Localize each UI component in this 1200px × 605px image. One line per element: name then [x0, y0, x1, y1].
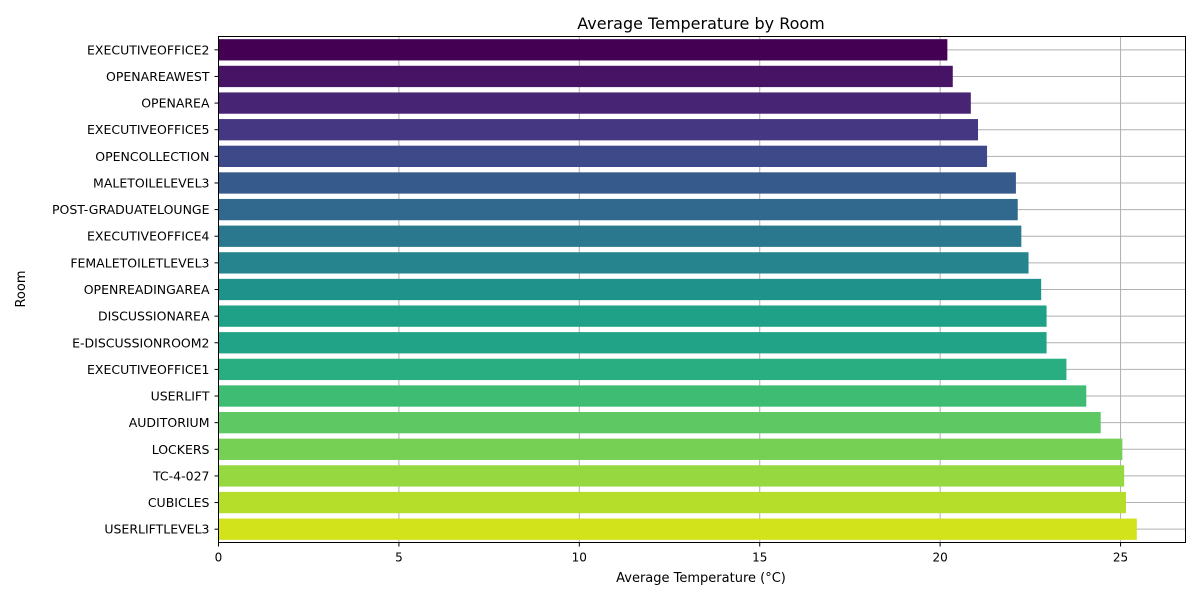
- x-tick-label: 15: [752, 551, 767, 565]
- x-tick-label: 5: [395, 551, 403, 565]
- y-tick-label: EXECUTIVEOFFICE4: [87, 229, 210, 244]
- y-tick-label: AUDITORIUM: [129, 415, 210, 430]
- chart-title: Average Temperature by Room: [577, 14, 825, 33]
- y-tick-label: EXECUTIVEOFFICE1: [87, 362, 210, 377]
- y-tick-label: USERLIFT: [151, 389, 210, 404]
- y-tick-label: MALETOILELEVEL3: [93, 175, 209, 190]
- y-tick-label: CUBICLES: [148, 495, 210, 510]
- y-tick-label: E-DISCUSSIONROOM2: [72, 335, 209, 350]
- bar: [218, 305, 1047, 327]
- bar: [218, 39, 948, 61]
- y-tick-label: OPENREADINGAREA: [84, 282, 210, 297]
- bars: [218, 39, 1137, 540]
- y-tick-labels: EXECUTIVEOFFICE2 OPENAREAWEST OPENAREA EXEC…: [52, 42, 219, 537]
- y-tick-label: POST-GRADUATELOUNGE: [52, 202, 210, 217]
- x-tick-label: 25: [1113, 551, 1128, 565]
- bar: [218, 332, 1047, 354]
- bar: [218, 172, 1016, 194]
- bar: [218, 491, 1126, 514]
- bar: [218, 198, 1018, 221]
- bar: [218, 278, 1042, 301]
- y-tick-label: OPENAREAWEST: [106, 69, 210, 84]
- x-tick-label: 20: [933, 551, 948, 565]
- y-tick-label: USERLIFTLEVEL3: [104, 522, 209, 537]
- y-tick-label: EXECUTIVEOFFICE5: [87, 122, 210, 137]
- bar: [218, 438, 1123, 460]
- bar: [218, 119, 979, 141]
- bar: [218, 465, 1125, 487]
- y-axis-label: Room: [14, 270, 29, 307]
- bar: [218, 92, 971, 114]
- x-tick-labels: 0 5 10 15 20 25: [215, 542, 1128, 565]
- y-tick-label: DISCUSSIONAREA: [98, 309, 210, 324]
- bar: [218, 65, 953, 88]
- y-tick-label: TC-4-027: [152, 468, 209, 483]
- bar: [218, 225, 1022, 247]
- bar: [218, 385, 1087, 407]
- y-tick-label: OPENAREA: [141, 96, 210, 111]
- bar: [218, 145, 988, 167]
- x-axis-label: Average Temperature (°C): [616, 571, 786, 586]
- x-tick-label: 10: [572, 551, 587, 565]
- y-tick-label: LOCKERS: [152, 442, 210, 457]
- x-tick-label: 0: [215, 551, 223, 565]
- y-tick-label: FEMALETOILETLEVEL3: [70, 255, 209, 270]
- bar: [218, 252, 1029, 274]
- y-tick-label: EXECUTIVEOFFICE2: [87, 42, 210, 57]
- bar: [218, 518, 1137, 540]
- y-tick-label: OPENCOLLECTION: [95, 149, 209, 164]
- bar: [218, 412, 1101, 434]
- bar: [218, 358, 1067, 381]
